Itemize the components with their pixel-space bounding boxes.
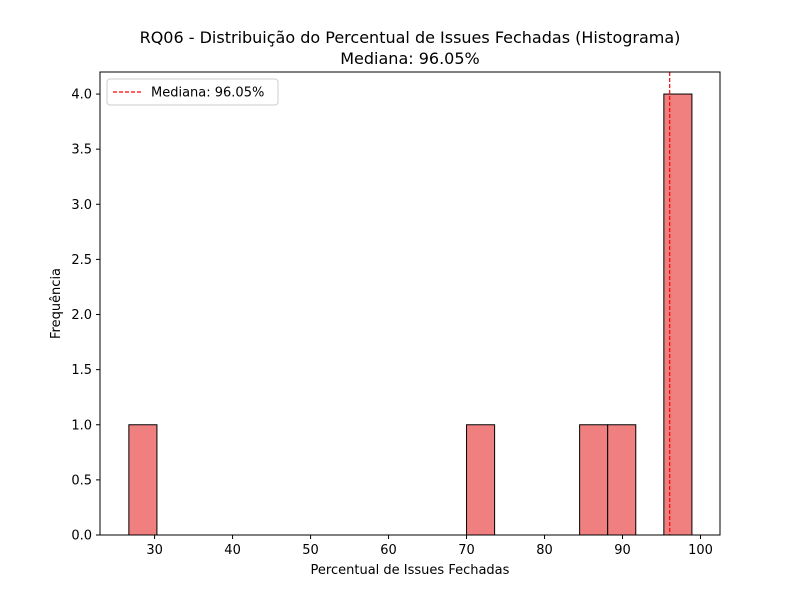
legend: Mediana: 96.05% xyxy=(106,78,279,106)
x-tick-label-1: 40 xyxy=(224,543,241,558)
chart-title: RQ06 - Distribuição do Percentual de Iss… xyxy=(140,28,681,47)
y-axis-label: Frequência xyxy=(49,268,64,339)
histogram-bar-0 xyxy=(128,424,158,536)
x-tick-label-2: 50 xyxy=(302,543,319,558)
x-tick-label-3: 60 xyxy=(380,543,397,558)
y-tick-label-5: 2.5 xyxy=(71,253,92,268)
legend-median-label: Mediana: 96.05% xyxy=(151,86,264,101)
y-tick-label-7: 3.5 xyxy=(71,143,92,158)
bars-group xyxy=(128,93,693,536)
x-tick-label-4: 70 xyxy=(458,543,475,558)
histogram-bar-2 xyxy=(579,424,609,536)
histogram-bar-1 xyxy=(466,424,496,536)
y-tick-label-4: 2.0 xyxy=(71,308,92,323)
y-tick-label-6: 3.0 xyxy=(71,198,92,213)
y-tick-label-1: 0.5 xyxy=(71,473,92,488)
x-axis-ticks: 30 40 50 60 70 80 90 100 xyxy=(146,535,713,558)
plot-frame xyxy=(99,71,721,536)
y-tick-label-2: 1.0 xyxy=(71,418,92,433)
x-tick-label-7: 100 xyxy=(688,543,713,558)
chart-subtitle: Mediana: 96.05% xyxy=(340,49,479,68)
legend-box xyxy=(106,78,279,106)
histogram-bar-4 xyxy=(663,93,693,536)
x-tick-label-0: 30 xyxy=(146,543,163,558)
y-tick-label-0: 0.0 xyxy=(71,529,92,544)
x-tick-label-5: 80 xyxy=(536,543,553,558)
y-axis-ticks: 0.0 0.5 1.0 1.5 2.0 2.5 3.0 3.5 4.0 xyxy=(71,88,100,544)
x-axis-label: Percentual de Issues Fechadas xyxy=(311,563,510,578)
y-tick-label-8: 4.0 xyxy=(71,88,92,103)
histogram-bar-3 xyxy=(607,424,637,536)
y-tick-label-3: 1.5 xyxy=(71,363,92,378)
x-tick-label-6: 90 xyxy=(614,543,631,558)
